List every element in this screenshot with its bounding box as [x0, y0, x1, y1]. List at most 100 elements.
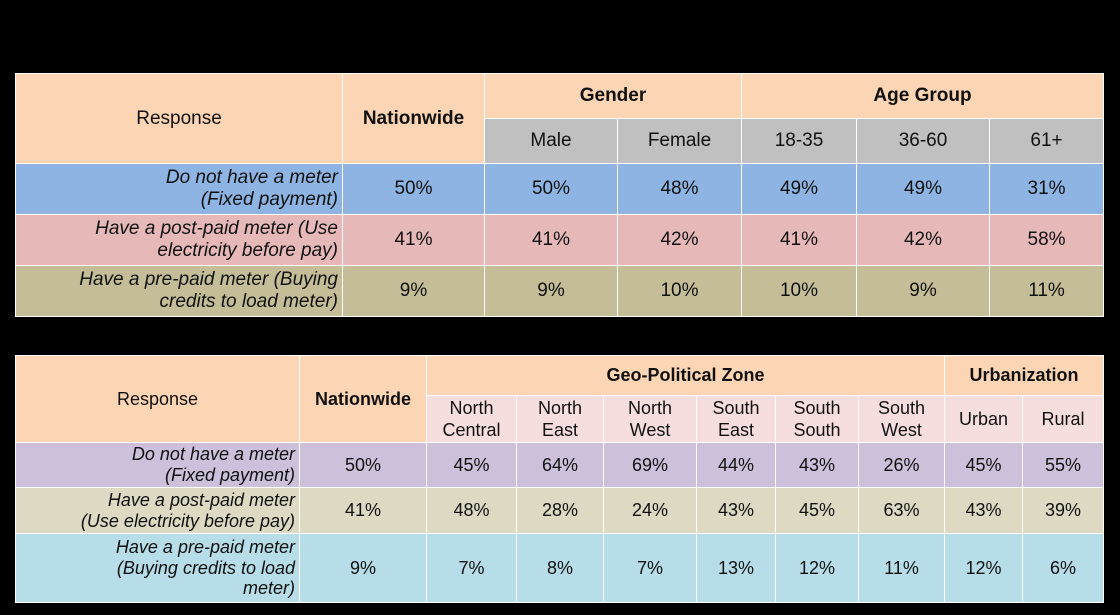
- table-row: Have a post-paid meter (Use electricity …: [15, 487, 1105, 534]
- cell-value: 26%: [857, 442, 946, 488]
- column-header-line: East: [717, 420, 755, 440]
- column-header-north-east: North East: [516, 395, 604, 443]
- column-header-line: West: [881, 420, 922, 440]
- cell-value: 63%: [857, 487, 946, 534]
- cell-value: 43%: [696, 487, 776, 534]
- row-label-line: Do not have a meter: [165, 167, 338, 189]
- cell-value: 10%: [617, 265, 742, 317]
- cell-value: 7%: [603, 533, 697, 603]
- column-header-rural: Rural: [1022, 395, 1105, 443]
- nationwide-header: Nationwide: [299, 355, 427, 443]
- response-header: Response: [15, 355, 300, 443]
- cell-value: 39%: [1022, 487, 1105, 534]
- cell-value: 12%: [944, 533, 1024, 603]
- nationwide-header: Nationwide: [342, 73, 485, 164]
- cell-value: 48%: [426, 487, 517, 534]
- meter-table-gender-age: Response Nationwide Gender Age Group Mal…: [15, 73, 1105, 317]
- cell-value: 24%: [603, 487, 697, 534]
- cell-value: 50%: [484, 163, 618, 215]
- row-label: Have a pre-paid meter (Buying credits to…: [15, 265, 343, 317]
- cell-value: 10%: [741, 265, 857, 317]
- cell-value: 43%: [944, 487, 1024, 534]
- row-label: Do not have a meter (Fixed payment): [15, 442, 300, 488]
- cell-value: 8%: [516, 533, 604, 603]
- response-header: Response: [15, 73, 343, 164]
- table-row: Have a post-paid meter (Use electricity …: [15, 214, 1105, 266]
- column-header-line: West: [629, 420, 671, 440]
- row-label-line: Have a pre-paid meter: [115, 536, 295, 557]
- table-row: Have a pre-paid meter (Buying credits to…: [15, 533, 1105, 603]
- column-header-north-west: North West: [603, 395, 697, 443]
- column-header-male: Male: [484, 118, 618, 164]
- cell-value: 55%: [1022, 442, 1105, 488]
- cell-value: 50%: [299, 442, 427, 488]
- row-label-line: Have a post-paid meter: [107, 489, 295, 510]
- cell-value: 45%: [944, 442, 1024, 488]
- row-label-line: Have a post-paid meter (Use: [95, 218, 338, 240]
- row-label-line: (Use electricity before pay): [80, 510, 295, 531]
- column-header-36-60: 36-60: [856, 118, 990, 164]
- cell-value: 9%: [342, 265, 485, 317]
- cell-value: 9%: [299, 533, 427, 603]
- row-label-line: meter): [242, 578, 295, 599]
- cell-value: 9%: [856, 265, 990, 317]
- column-header-female: Female: [617, 118, 742, 164]
- table-row: Have a pre-paid meter (Buying credits to…: [15, 265, 1105, 317]
- column-header-line: East: [541, 420, 579, 440]
- row-label-line: (Fixed payment): [200, 189, 338, 210]
- cell-value: 41%: [342, 214, 485, 266]
- column-header-urban: Urban: [944, 395, 1024, 443]
- cell-value: 41%: [299, 487, 427, 534]
- column-header-line: North: [627, 397, 672, 418]
- cell-value: 41%: [741, 214, 857, 266]
- urbanization-header: Urbanization: [944, 355, 1105, 396]
- cell-value: 69%: [603, 442, 697, 488]
- row-label: Have a post-paid meter (Use electricity …: [15, 214, 343, 266]
- cell-value: 41%: [484, 214, 618, 266]
- column-header-18-35: 18-35: [741, 118, 857, 164]
- cell-value: 7%: [426, 533, 517, 603]
- column-header-line: South: [877, 397, 926, 418]
- cell-value: 13%: [696, 533, 776, 603]
- column-header-line: South: [712, 397, 760, 418]
- column-header-south-south: South South: [775, 395, 859, 443]
- gender-header: Gender: [484, 73, 742, 119]
- cell-value: 6%: [1022, 533, 1105, 603]
- age-group-header: Age Group: [740, 73, 1105, 119]
- cell-value: 11%: [857, 533, 946, 603]
- column-header-south-west: South West: [857, 395, 946, 443]
- cell-value: 43%: [775, 442, 859, 488]
- column-header-line: North: [449, 397, 494, 418]
- cell-value: 49%: [856, 163, 990, 215]
- row-label-line: credits to load meter): [159, 291, 338, 312]
- row-label: Have a pre-paid meter (Buying credits to…: [15, 533, 300, 603]
- row-label: Have a post-paid meter (Use electricity …: [15, 487, 300, 534]
- cell-value: 64%: [516, 442, 604, 488]
- cell-value: 31%: [988, 163, 1105, 215]
- table-row: Do not have a meter (Fixed payment) 50% …: [15, 442, 1105, 488]
- cell-value: 45%: [775, 487, 859, 534]
- meter-table-zone-urbanization: Response Nationwide Geo-Political Zone U…: [15, 355, 1105, 603]
- column-header-line: South: [793, 397, 841, 418]
- cell-value: 42%: [856, 214, 990, 266]
- column-header-line: North: [537, 397, 582, 418]
- column-header-line: South: [793, 420, 841, 440]
- cell-value: 12%: [775, 533, 859, 603]
- cell-value: 49%: [741, 163, 857, 215]
- row-label-line: Do not have a meter: [131, 444, 295, 465]
- column-header-north-central: North Central: [426, 395, 517, 443]
- cell-value: 45%: [426, 442, 517, 488]
- row-label: Do not have a meter (Fixed payment): [15, 163, 343, 215]
- row-label-line: electricity before pay): [157, 240, 338, 261]
- column-header-line: Central: [442, 420, 501, 440]
- cell-value: 50%: [342, 163, 485, 215]
- row-label-line: (Fixed payment): [164, 465, 295, 485]
- geo-political-zone-header: Geo-Political Zone: [425, 355, 946, 396]
- column-header-south-east: South East: [696, 395, 776, 443]
- cell-value: 44%: [696, 442, 776, 488]
- cell-value: 48%: [617, 163, 742, 215]
- cell-value: 42%: [617, 214, 742, 266]
- cell-value: 9%: [484, 265, 618, 317]
- cell-value: 28%: [516, 487, 604, 534]
- row-label-line: (Buying credits to load: [116, 557, 295, 578]
